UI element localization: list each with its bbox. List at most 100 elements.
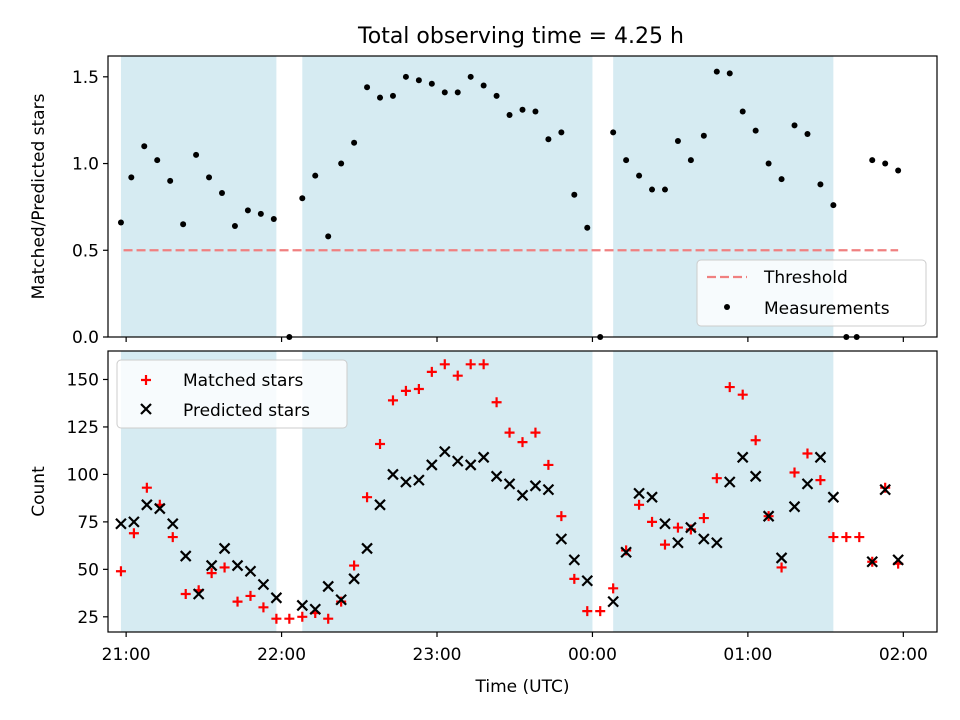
measurement-point: [389, 92, 396, 99]
measurement-point: [128, 174, 135, 181]
matched-stars-point: [180, 589, 191, 600]
predicted-stars-point: [827, 491, 840, 503]
predicted-stars-point: [361, 542, 373, 555]
predicted-stars-point: [892, 554, 904, 566]
measurement-point: [206, 174, 213, 181]
legend-box: [696, 259, 927, 327]
x-tick-label: 00:00: [568, 645, 617, 665]
measurement-point: [817, 181, 824, 188]
legend-predicted-swatch: [140, 403, 152, 415]
matched-stars-point: [595, 606, 606, 617]
predicted-stars-point: [866, 555, 879, 568]
matched-stars-point: [711, 473, 722, 484]
legend-matched-label: Matched stars: [183, 371, 303, 391]
y-tick-label: 150: [67, 370, 99, 390]
measurement-point: [752, 127, 759, 134]
predicted-stars-point: [166, 517, 179, 530]
matched-stars-point: [284, 613, 295, 624]
measurement-point: [154, 157, 161, 164]
measurement-point: [180, 221, 187, 228]
predicted-stars-point: [581, 574, 594, 587]
x-axis-label: Time (UTC): [475, 677, 570, 697]
matched-stars-point: [556, 511, 567, 522]
legend-measurements-swatch: [724, 304, 730, 310]
matched-stars-point: [258, 602, 269, 613]
legend-predicted-label: Predicted stars: [183, 401, 310, 421]
predicted-stars-point: [736, 451, 749, 464]
measurement-point: [571, 191, 578, 198]
matched-stars-point: [530, 427, 541, 438]
matched-stars-point: [413, 383, 424, 394]
measurement-point: [804, 131, 811, 138]
predicted-stars-point: [348, 573, 360, 585]
predicted-stars-point: [205, 559, 218, 572]
matched-stars-point: [517, 437, 528, 448]
matched-stars-point: [426, 366, 437, 377]
matched-stars-point: [206, 568, 217, 579]
predicted-stars-point: [801, 478, 814, 490]
matched-stars-point: [854, 532, 865, 543]
matched-stars-point: [349, 560, 360, 571]
measurement-point: [726, 70, 733, 77]
predicted-stars-point: [387, 468, 399, 481]
legend-measurements-label: Measurements: [764, 299, 890, 319]
predicted-stars-point: [115, 517, 127, 530]
measurement-point: [558, 129, 565, 136]
measurement-point: [506, 111, 513, 118]
measurement-point: [312, 172, 319, 179]
predicted-stars-point: [257, 578, 270, 591]
predicted-stars-point: [503, 478, 516, 490]
measurement-point: [649, 186, 656, 193]
predicted-stars-point: [672, 536, 684, 549]
y-tick-label: 1.0: [72, 155, 99, 175]
predicted-stars-point: [529, 480, 542, 492]
measurement-point: [218, 190, 225, 197]
y-tick-label: 25: [77, 608, 99, 628]
measurement-point: [141, 143, 148, 150]
matched-stars-point: [672, 522, 683, 533]
matched-stars-point: [491, 397, 502, 408]
matched-stars-point: [400, 385, 411, 396]
measurement-point: [700, 132, 707, 139]
predicted-stars-point: [646, 491, 658, 503]
matched-stars-point: [608, 583, 619, 594]
matched-stars-point: [478, 359, 489, 370]
legend-matched-swatch: [141, 375, 151, 385]
matched-stars-point: [245, 590, 256, 601]
predicted-stars-point: [296, 599, 309, 612]
measurement-point: [377, 94, 384, 101]
measurement-point: [610, 129, 617, 136]
matched-stars-point: [128, 528, 139, 539]
measurement-point: [480, 82, 487, 89]
predicted-stars-point: [620, 546, 632, 559]
measurement-point: [270, 216, 277, 223]
predicted-stars-point: [490, 470, 503, 483]
chart-title: Total observing time = 4.25 h: [357, 24, 684, 49]
y-tick-label: 1.5: [72, 68, 99, 88]
matched-stars-point: [375, 439, 386, 450]
matched-stars-point: [297, 611, 308, 622]
predicted-stars-point: [270, 592, 283, 604]
predicted-stars-point: [128, 516, 140, 528]
matched-stars-point: [167, 532, 178, 543]
matched-stars-point: [452, 370, 463, 381]
y-tick-label: 100: [67, 465, 99, 485]
measurement-point: [687, 157, 694, 164]
predicted-stars-point: [141, 499, 153, 511]
y-axis-label: Matched/Predicted stars: [29, 93, 49, 299]
predicted-stars-point: [749, 470, 762, 483]
y-tick-label: 125: [67, 418, 99, 438]
measurement-point: [519, 106, 526, 113]
measurement-point: [532, 108, 539, 115]
matched-stars-point: [828, 532, 839, 543]
legend-threshold-label: Threshold: [763, 268, 848, 288]
ratio-panel: 0.0 0.5 1.0 1.5 Matched/Predicted stars Thres…: [29, 55, 938, 348]
matched-stars-point: [724, 382, 735, 393]
matched-stars-point: [323, 613, 334, 624]
matched-stars-point: [776, 562, 787, 573]
predicted-stars-point: [542, 483, 555, 496]
matched-stars-point: [362, 492, 373, 503]
predicted-stars-point: [607, 595, 619, 608]
x-tick-label: 02:00: [879, 645, 928, 665]
